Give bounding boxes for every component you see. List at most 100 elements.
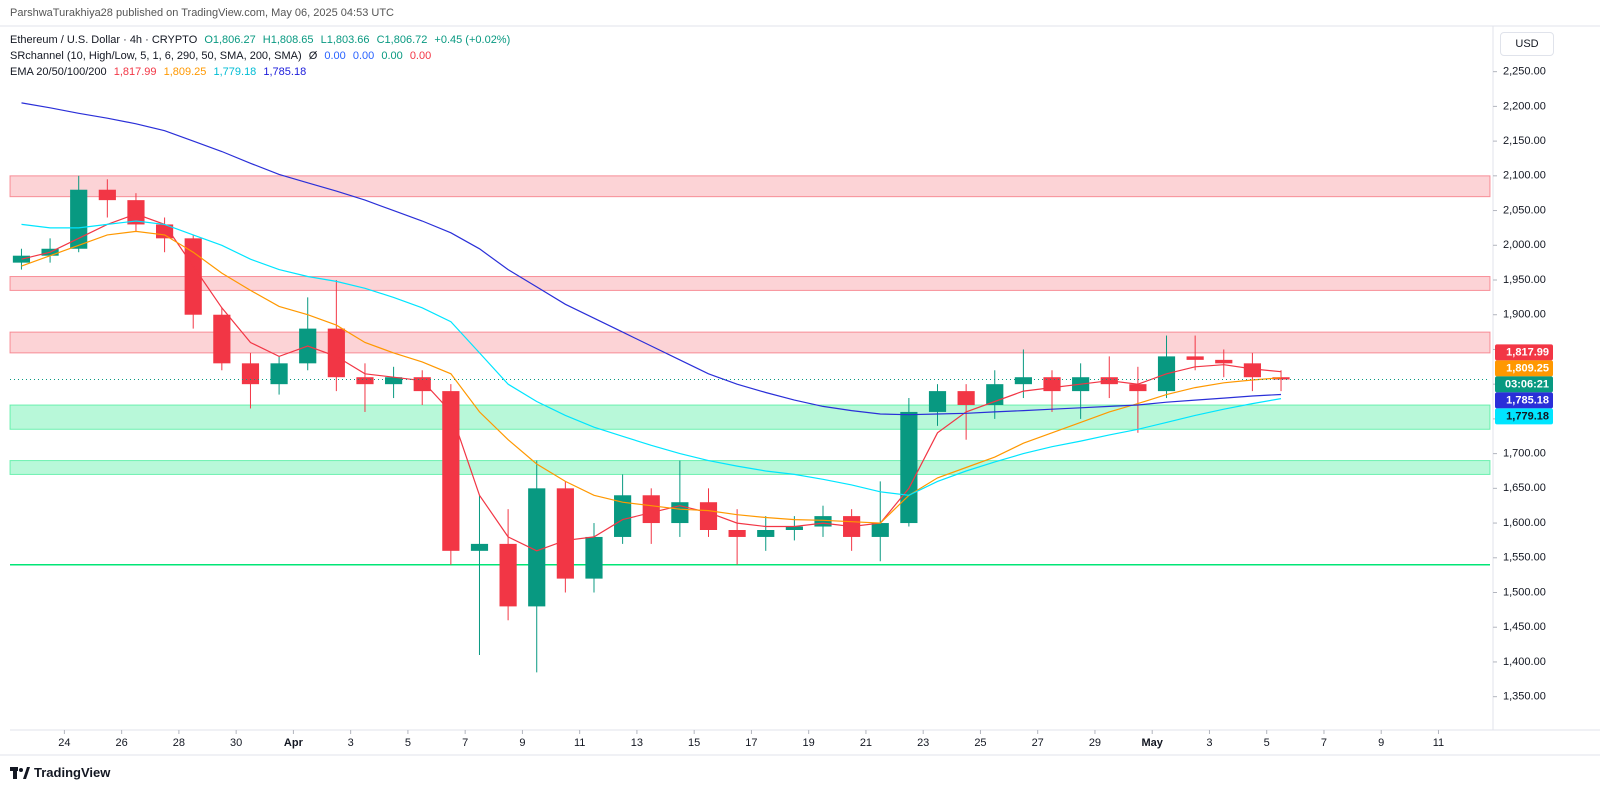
candle-body — [1272, 377, 1290, 380]
candle-body — [671, 502, 689, 524]
x-tick-label: 15 — [688, 737, 700, 749]
candle-body — [528, 488, 546, 607]
brand: TradingView — [10, 765, 110, 780]
indicator-value: 0.00 — [381, 50, 403, 62]
x-tick-label: 26 — [116, 737, 128, 749]
price-label: 03:06:21 — [1505, 378, 1549, 390]
candle-body — [241, 363, 260, 385]
brand-name: TradingView — [34, 765, 111, 780]
y-tick-label: 2,000.00 — [1503, 239, 1546, 251]
candle-body — [327, 328, 345, 378]
y-tick-label: 1,600.00 — [1503, 517, 1546, 529]
x-tick-label: 9 — [1378, 737, 1384, 749]
ohlc: L1,803.66 — [320, 34, 370, 46]
price-label: 1,785.18 — [1506, 394, 1549, 406]
x-tick-label: 21 — [860, 737, 872, 749]
x-tick-label: 11 — [1433, 737, 1444, 749]
candle-body — [1186, 356, 1204, 360]
y-tick-label: 1,550.00 — [1503, 552, 1546, 564]
x-tick-label: 19 — [803, 737, 815, 749]
candle-body — [442, 391, 460, 551]
y-tick-label: 1,700.00 — [1503, 448, 1546, 460]
x-tick-label: 25 — [974, 737, 986, 749]
candle-body — [1243, 363, 1261, 378]
candle-body — [184, 238, 202, 315]
x-tick-label: 13 — [631, 737, 643, 749]
ema-legend: EMA 20/50/100/200 1,817.99 1,809.25 1,77… — [10, 66, 310, 78]
y-tick-label: 2,150.00 — [1503, 135, 1546, 147]
x-tick-label: 3 — [1206, 737, 1212, 749]
symbol-legend: Ethereum / U.S. Dollar · 4h · CRYPTO O1,… — [10, 34, 514, 46]
candle-body — [642, 495, 660, 524]
candle-body — [1014, 377, 1032, 385]
y-tick-label: 1,950.00 — [1503, 274, 1546, 286]
candle-body — [70, 189, 88, 249]
candle-body — [127, 200, 145, 225]
ema-value: 1,779.18 — [213, 66, 257, 78]
candle-body — [356, 377, 374, 385]
ema-line — [21, 230, 1282, 524]
price-label-box — [1495, 376, 1553, 393]
sr-zone — [9, 276, 1491, 291]
price-label: 1,779.18 — [1506, 410, 1549, 422]
symbol: Ethereum / U.S. Dollar · 4h · CRYPTO — [10, 34, 198, 46]
y-tick-label: 1,500.00 — [1503, 586, 1546, 598]
x-tick-label: May — [1142, 737, 1164, 749]
indicator-value: 0.00 — [409, 50, 432, 62]
indicator-symbol: Ø — [308, 50, 318, 62]
candle-body — [614, 495, 632, 537]
candle-body — [270, 363, 288, 385]
x-tick-label: 30 — [230, 737, 242, 749]
x-tick-label: 24 — [58, 737, 70, 749]
y-tick-label: 2,200.00 — [1503, 100, 1546, 112]
candle-body — [957, 391, 975, 405]
candle-body — [585, 536, 603, 579]
x-tick-label: 23 — [917, 737, 929, 749]
indicator-value: 0.00 — [324, 50, 346, 62]
candle-body — [928, 391, 947, 412]
ohlc: O1,806.27 — [204, 34, 256, 46]
y-tick-label: 1,900.00 — [1503, 309, 1546, 321]
candle-body — [556, 488, 574, 579]
ema-value: 1,785.18 — [263, 66, 307, 78]
ohlc: C1,806.72 — [376, 34, 428, 46]
x-tick-label: 27 — [1032, 737, 1044, 749]
sr-zone — [9, 404, 1491, 430]
x-tick-label: 9 — [519, 737, 525, 749]
brand-logo — [10, 766, 30, 779]
sr-zone — [9, 175, 1491, 198]
candle-body — [728, 530, 746, 537]
x-tick-label: 7 — [1321, 737, 1327, 749]
candle-body — [785, 526, 803, 530]
x-tick-label: 7 — [462, 737, 468, 749]
plot-area — [9, 102, 1491, 673]
price-label: 1,809.25 — [1506, 362, 1549, 374]
sr-zone — [9, 460, 1491, 475]
x-tick-label: 17 — [745, 737, 757, 749]
ema-name: EMA 20/50/100/200 — [10, 66, 107, 78]
currency-button[interactable]: USD — [1500, 32, 1554, 56]
price-label-box — [1495, 344, 1553, 361]
change: +0.45 (+0.02%) — [434, 34, 511, 46]
x-tick-label: 29 — [1089, 737, 1101, 749]
price-label: 1,817.99 — [1506, 346, 1549, 358]
candle-body — [900, 411, 918, 524]
price-label-box — [1495, 408, 1553, 425]
candle-body — [470, 543, 489, 551]
indicator-legend: SRchannel (10, High/Low, 5, 1, 6, 290, 5… — [10, 50, 435, 62]
indicator-name: SRchannel (10, High/Low, 5, 1, 6, 290, 5… — [10, 50, 302, 62]
sr-zone — [9, 331, 1491, 354]
publisher: ParshwaTurakhiya28 published on TradingV… — [10, 7, 394, 19]
x-tick-label: 28 — [173, 737, 185, 749]
candle-body — [814, 516, 832, 527]
ema-value: 1,817.99 — [113, 66, 157, 78]
y-tick-label: 1,650.00 — [1503, 482, 1546, 494]
x-tick-label: 3 — [348, 737, 354, 749]
candle-body — [98, 189, 116, 201]
ema-line — [21, 102, 1282, 416]
candle-body — [1129, 384, 1147, 392]
x-tick-label: Apr — [284, 737, 304, 749]
y-tick-label: 2,250.00 — [1503, 66, 1546, 78]
